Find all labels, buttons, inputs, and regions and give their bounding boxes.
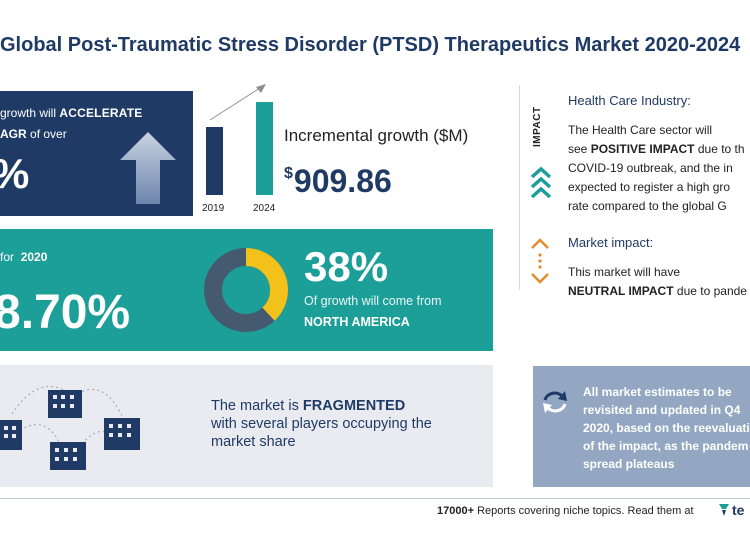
growth-accelerate-word: ACCELERATE: [59, 106, 143, 120]
yoy-growth-value: 8.70%: [0, 286, 131, 339]
yoy-year: 2020: [20, 250, 48, 264]
footer-divider: [0, 498, 750, 499]
growth-accelerate-text: growth will ACCELERATE: [0, 106, 142, 120]
market-impact-body: This market will have NEUTRAL IMPACT due…: [568, 263, 750, 301]
donut-share: [204, 248, 288, 332]
cagr-text: AGR of over: [0, 127, 67, 141]
note-line5: spread plateaus: [583, 457, 675, 471]
cagr-value: %: [0, 150, 29, 198]
mi-line1: This market will have: [568, 265, 681, 279]
hc-line3: COVID-19 outbreak, and the in: [568, 161, 733, 175]
note-line1: All market estimates to be: [583, 385, 732, 399]
hc-line1: The Health Care sector will: [568, 123, 713, 137]
hc-positive-impact: POSITIVE IMPACT: [590, 142, 695, 156]
incremental-amount: 909.86: [293, 163, 392, 199]
year-label-2024: 2024: [253, 203, 276, 214]
reports-count: 17000+: [437, 505, 475, 517]
hc-line5: rate compared to the global G: [568, 199, 727, 213]
buildings-network-icon: [0, 385, 140, 470]
column-divider: [519, 85, 520, 290]
fragmentation-prefix: The market is: [211, 398, 299, 414]
donut-inner-ring: [228, 272, 264, 308]
yoy-prefix: for: [0, 250, 15, 264]
mi-neutral-impact: NEUTRAL IMPACT: [568, 284, 674, 298]
bar-2024: [256, 102, 273, 195]
hc-line2-suffix: due to th: [697, 142, 745, 156]
logo-mark-icon: [719, 504, 729, 516]
cagr-suffix: of over: [30, 127, 67, 141]
health-care-body: The Health Care sector will see POSITIVE…: [568, 121, 750, 216]
note-line2: revisited and updated in Q4: [583, 403, 741, 417]
fragmentation-status: FRAGMENTED: [302, 398, 406, 414]
yoy-label: for 2020: [0, 250, 47, 264]
fragmentation-line2: with several players occupying the: [211, 416, 432, 432]
currency-symbol: $: [284, 165, 293, 182]
mi-line2-suffix: due to pande: [676, 284, 747, 298]
impact-vertical-label: IMPACT: [530, 95, 550, 155]
reports-caption: Reports covering niche topics. Read them…: [477, 505, 694, 517]
logo-text: te: [732, 502, 745, 518]
fragmentation-line3: market share: [211, 434, 296, 450]
region-name: NORTH AMERICA: [304, 315, 410, 329]
note-line3: 2020, based on the reevaluatio: [583, 421, 750, 435]
incremental-growth-label: Incremental growth ($M): [284, 126, 469, 145]
health-care-title: Health Care Industry:: [568, 93, 691, 108]
bar-2019: [206, 127, 223, 195]
note-line4: of the impact, as the pandem: [583, 439, 749, 453]
positive-impact-chevrons-icon: [530, 166, 552, 199]
region-share-text: Of growth will come from: [304, 294, 442, 308]
estimates-note-text: All market estimates to be revisited and…: [583, 383, 750, 473]
brand-logo[interactable]: te: [719, 502, 744, 518]
impact-label-text: IMPACT: [532, 106, 543, 147]
footer-reports-text: 17000+ Reports covering niche topics. Re…: [437, 505, 694, 517]
fragmentation-text: The market is FRAGMENTED with several pl…: [211, 397, 486, 451]
neutral-impact-icon: [531, 238, 549, 284]
cagr-word: AGR: [0, 127, 27, 141]
region-share-donut: [204, 248, 288, 332]
region-share-percent: 38%: [304, 243, 389, 290]
year-label-2019: 2019: [202, 203, 225, 214]
growth-prefix: growth will: [0, 106, 57, 120]
hc-line2-prefix: see: [568, 142, 588, 156]
hc-line4: expected to register a high gro: [568, 180, 731, 194]
page-title: Global Post-Traumatic Stress Disorder (P…: [0, 34, 741, 56]
arrow-up-icon: [120, 132, 176, 204]
incremental-growth-value: $909.86: [284, 163, 392, 200]
market-impact-title: Market impact:: [568, 235, 654, 250]
estimates-note-panel: [533, 366, 750, 487]
refresh-icon: [543, 391, 567, 413]
trend-arrow-icon: [209, 84, 266, 121]
